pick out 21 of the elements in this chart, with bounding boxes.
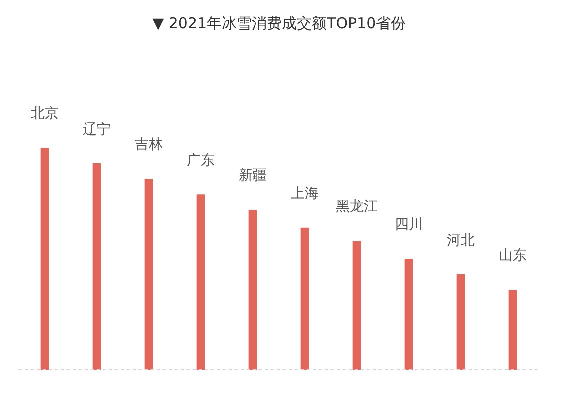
x-tick-label: 辽宁 (83, 122, 111, 138)
bar (404, 259, 414, 370)
x-tick-label: 山东 (499, 248, 527, 264)
bar (144, 179, 154, 370)
x-tick-label: 黑龙江 (336, 199, 378, 215)
x-tick-label: 北京 (31, 106, 59, 122)
x-tick-label: 上海 (291, 186, 319, 202)
x-tick-label: 新疆 (239, 168, 267, 184)
bar (352, 241, 362, 370)
bar (300, 228, 310, 370)
bar (248, 210, 258, 370)
x-tick-label: 广东 (187, 153, 215, 169)
bar (456, 274, 466, 370)
bar (508, 290, 518, 370)
bar (40, 148, 50, 370)
bar (196, 194, 206, 370)
bar (92, 164, 102, 370)
x-tick-label: 河北 (447, 233, 475, 249)
x-tick-label: 吉林 (135, 137, 163, 153)
chart-title: ▼ 2021年冰雪消费成交额TOP10省份 (152, 14, 406, 32)
x-tick-label: 四川 (395, 217, 423, 233)
